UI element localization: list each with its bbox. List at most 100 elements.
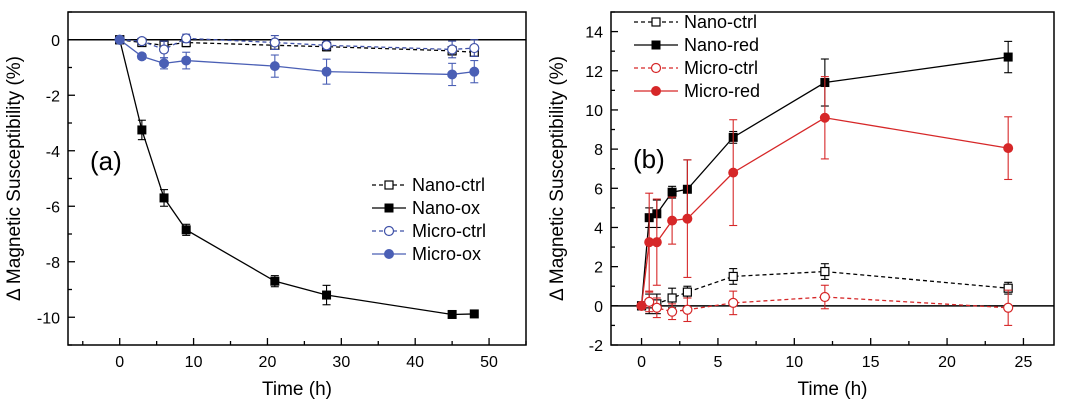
y-tick-label: 8 <box>594 142 603 159</box>
data-point <box>651 40 661 50</box>
y-axis-title: Δ Magnetic Susceptibility (%) <box>547 56 568 301</box>
data-point <box>651 237 662 248</box>
x-tick-label: 40 <box>406 354 424 371</box>
data-point <box>159 58 170 69</box>
y-tick-label: -2 <box>589 338 603 355</box>
data-point <box>651 17 661 27</box>
data-point <box>321 40 332 51</box>
series-micro-ox <box>114 34 480 87</box>
data-point <box>644 296 655 308</box>
panel-label: (a) <box>90 146 122 176</box>
x-axis-title: Time (h) <box>797 379 867 400</box>
x-axis-title: Time (h) <box>262 379 332 400</box>
legend-item: Micro-ox <box>372 244 481 264</box>
legend: Nano-ctrl Nano-red Micro-ctrl Micro-red <box>634 12 760 101</box>
data-point <box>158 44 170 55</box>
series-micro-ctrl <box>114 33 480 59</box>
series-nano-ox <box>115 35 479 319</box>
legend-label: Nano-ox <box>412 198 480 218</box>
y-tick-label: -4 <box>46 144 60 161</box>
data-point <box>651 86 661 96</box>
y-tick-label: 14 <box>585 25 603 42</box>
data-point <box>651 302 662 313</box>
y-tick-label: 12 <box>585 64 603 81</box>
data-point <box>384 203 394 213</box>
data-point <box>1003 302 1014 313</box>
legend-label: Micro-red <box>684 81 760 101</box>
legend-label: Nano-red <box>684 35 759 55</box>
data-point <box>321 66 332 77</box>
y-tick-label: 2 <box>594 260 603 277</box>
legend-label: Micro-ox <box>412 244 481 264</box>
data-point <box>1003 143 1014 154</box>
series-line <box>119 39 475 53</box>
y-tick-label: -8 <box>46 255 60 272</box>
series-line <box>119 37 475 51</box>
x-tick-label: 5 <box>713 354 722 371</box>
data-point <box>1003 52 1013 62</box>
legend-item: Nano-ctrl <box>634 12 757 32</box>
x-tick-label: 15 <box>862 354 880 371</box>
series-line <box>119 39 475 316</box>
y-tick-label: 6 <box>594 181 603 198</box>
data-point <box>819 112 830 123</box>
legend-item: Micro-ctrl <box>372 221 486 241</box>
data-point <box>269 61 280 72</box>
x-tick-label: 20 <box>259 354 277 371</box>
legend-item: Micro-red <box>634 81 760 101</box>
legend-label: Nano-ctrl <box>684 12 757 32</box>
x-tick-label: 25 <box>1015 354 1033 371</box>
x-tick-label: 30 <box>332 354 350 371</box>
data-point <box>667 293 677 303</box>
data-point <box>181 225 191 235</box>
y-tick-label: -2 <box>46 88 60 105</box>
x-tick-label: 10 <box>785 354 803 371</box>
panel-label: (b) <box>633 144 665 174</box>
y-tick-label: 0 <box>594 299 603 316</box>
legend-item: Nano-ox <box>372 198 480 218</box>
data-point <box>682 287 692 297</box>
y-tick-label: -10 <box>37 310 60 327</box>
x-tick-label: 0 <box>115 354 124 371</box>
data-point <box>447 309 457 319</box>
legend-label: Micro-ctrl <box>412 221 486 241</box>
data-point <box>136 51 147 62</box>
data-point <box>820 266 830 277</box>
data-point <box>447 44 458 55</box>
series-micro-red <box>636 76 1014 311</box>
x-tick-label: 0 <box>637 354 646 371</box>
data-point <box>728 297 739 308</box>
data-point <box>181 55 192 66</box>
data-point <box>270 276 280 286</box>
data-point <box>728 271 738 282</box>
series-micro-ctrl <box>636 284 1014 326</box>
data-point <box>469 309 479 319</box>
data-point <box>682 304 693 315</box>
y-tick-label: 4 <box>594 220 603 237</box>
y-tick-label: 0 <box>51 33 60 50</box>
data-point <box>728 167 739 178</box>
y-tick-label: -6 <box>46 199 60 216</box>
data-point <box>667 306 678 317</box>
data-point <box>181 33 192 44</box>
y-axis-title: Δ Magnetic Susceptibility (%) <box>4 56 25 301</box>
legend-item: Nano-ctrl <box>372 175 485 195</box>
x-tick-label: 20 <box>938 354 956 371</box>
data-point <box>114 34 125 45</box>
x-tick-label: 10 <box>185 354 203 371</box>
chart-panel-b: 0 5 10 15 20 25 -2 0 2 4 6 8 10 12 14 Time (h) Δ Magneti… <box>547 11 1055 400</box>
data-point <box>137 125 147 135</box>
data-point <box>469 42 480 54</box>
data-point <box>159 193 169 203</box>
data-point <box>447 69 458 80</box>
data-point <box>650 62 662 74</box>
legend-label: Micro-ctrl <box>684 58 758 78</box>
legend: Nano-ctrl Nano-ox Micro-ctrl Micro-ox <box>372 175 486 264</box>
legend-item: Micro-ctrl <box>634 58 758 78</box>
data-point <box>136 36 147 47</box>
legend-item: Nano-red <box>634 35 759 55</box>
data-point <box>819 291 830 303</box>
data-point <box>667 187 677 197</box>
